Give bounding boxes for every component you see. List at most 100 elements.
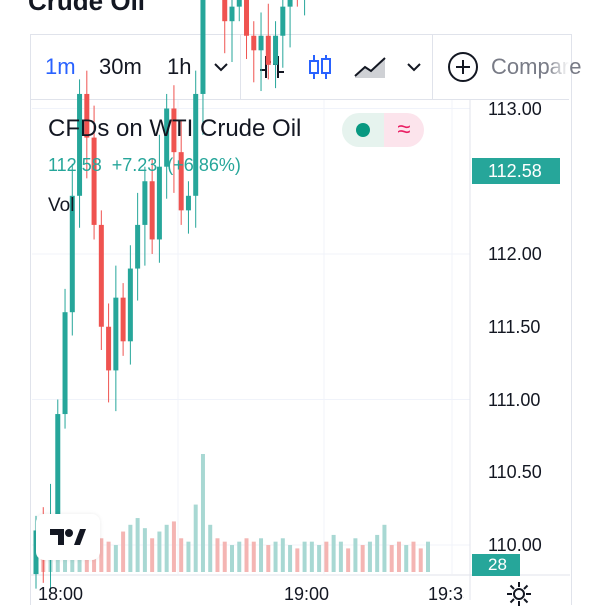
volume-bar: [426, 541, 430, 572]
candles-chart-type-button[interactable]: [307, 35, 333, 99]
volume-bar: [404, 545, 409, 572]
candle-body: [106, 326, 112, 371]
price-chart[interactable]: [0, 0, 600, 600]
volume-bar: [106, 541, 111, 572]
chart-settings-button[interactable]: [505, 580, 533, 613]
candle-body: [77, 93, 83, 196]
page-title: Crude Oil: [28, 0, 146, 16]
chart-type-dropdown-button[interactable]: [406, 35, 422, 99]
candle-body: [55, 414, 61, 516]
candle-body: [258, 35, 264, 51]
interval-dropdown-button[interactable]: [213, 35, 229, 99]
volume-bar: [251, 541, 256, 572]
volume-bar: [317, 545, 322, 572]
volume-bar: [157, 531, 162, 572]
toolbar-divider: [432, 35, 433, 99]
candle-body: [287, 0, 293, 7]
candle-body: [164, 108, 170, 167]
candles-icon: [309, 55, 331, 79]
volume-bar: [222, 541, 227, 572]
candle-body: [156, 166, 162, 240]
volume-bar: [128, 524, 133, 572]
candle-body: [84, 93, 90, 138]
candle-body: [178, 152, 184, 211]
price-tick: 110.00: [488, 535, 542, 555]
legend-change: +7.23: [111, 155, 158, 175]
candle-body: [273, 35, 279, 65]
interval-label-30m: 30m: [99, 54, 142, 79]
toolbar-fade: [547, 35, 569, 99]
price-tick: 113.00: [488, 99, 542, 119]
volume-bar: [295, 548, 300, 572]
plus-circle-icon: [448, 52, 478, 82]
status-dot-icon: [356, 123, 370, 137]
volume-bar: [288, 545, 293, 572]
candle-body: [193, 93, 199, 196]
candle-body: [113, 297, 119, 371]
candle-body: [265, 35, 271, 65]
volume-bar: [353, 538, 358, 572]
volume-bar: [193, 504, 198, 572]
volume-bar: [230, 545, 234, 572]
interval-label-1h: 1h: [167, 54, 192, 79]
price-tick: 110.50: [488, 462, 542, 482]
volume-bar: [113, 545, 118, 572]
candle-body: [185, 195, 191, 211]
candle-body: [98, 224, 104, 327]
chevron-down-icon: [407, 63, 421, 72]
volume-bar: [200, 454, 205, 572]
time-tick: 19:35: [428, 584, 464, 604]
volume-bar: [208, 524, 213, 572]
candle-body: [142, 181, 148, 225]
volume-bar: [382, 524, 387, 572]
candle-body: [280, 6, 286, 36]
market-status-badge[interactable]: ≈: [342, 113, 424, 147]
interval-button-1h[interactable]: 1h: [167, 35, 191, 99]
volume-bar: [121, 531, 126, 572]
interval-button-1m[interactable]: 1m: [45, 35, 76, 99]
candle-body: [120, 297, 126, 342]
volume-bar: [367, 541, 372, 572]
last-volume-badge: 28: [472, 554, 520, 576]
volume-bar: [237, 541, 242, 572]
legend-values: 112.58 +7.23 (+6.86%): [48, 155, 241, 176]
area-chart-type-button[interactable]: [353, 35, 389, 99]
volume-bar: [259, 538, 264, 572]
volume-bar: [331, 534, 336, 572]
candle-body: [91, 137, 97, 225]
candle-body: [229, 6, 235, 22]
volume-bar: [215, 538, 220, 572]
time-tick: 18:00: [38, 584, 84, 604]
price-tick: 112.00: [488, 244, 542, 264]
volume-bar: [99, 538, 104, 572]
approximate-data-icon: ≈: [384, 113, 424, 147]
legend-volume-label: Vol: [48, 195, 75, 216]
candle-body: [200, 0, 206, 94]
candle-body: [244, 0, 250, 36]
volume-bar: [135, 518, 140, 572]
volume-bar: [273, 541, 278, 572]
candle-body: [62, 312, 68, 415]
toolbar-divider: [240, 35, 241, 99]
volume-bar: [186, 541, 191, 572]
volume-bar: [142, 528, 147, 572]
market-open-indicator: [342, 113, 384, 147]
tradingview-logo: [36, 514, 100, 560]
volume-bar: [150, 538, 155, 572]
volume-bar: [324, 541, 329, 572]
candle-body: [127, 268, 133, 342]
volume-bar: [389, 545, 394, 572]
legend-change-percent: (+6.86%): [167, 155, 241, 175]
volume-bar: [164, 524, 169, 572]
volume-bar: [244, 538, 249, 572]
volume-bar: [411, 541, 416, 572]
candle-body: [171, 108, 177, 153]
volume-bar: [396, 541, 401, 572]
volume-bar: [280, 538, 285, 572]
chevron-down-icon: [214, 63, 228, 72]
legend-last-price: 112.58: [48, 155, 102, 175]
interval-button-30m[interactable]: 30m: [99, 35, 142, 99]
volume-bar: [179, 538, 184, 572]
volume-bar: [360, 545, 365, 572]
interval-label-1m: 1m: [45, 54, 76, 79]
